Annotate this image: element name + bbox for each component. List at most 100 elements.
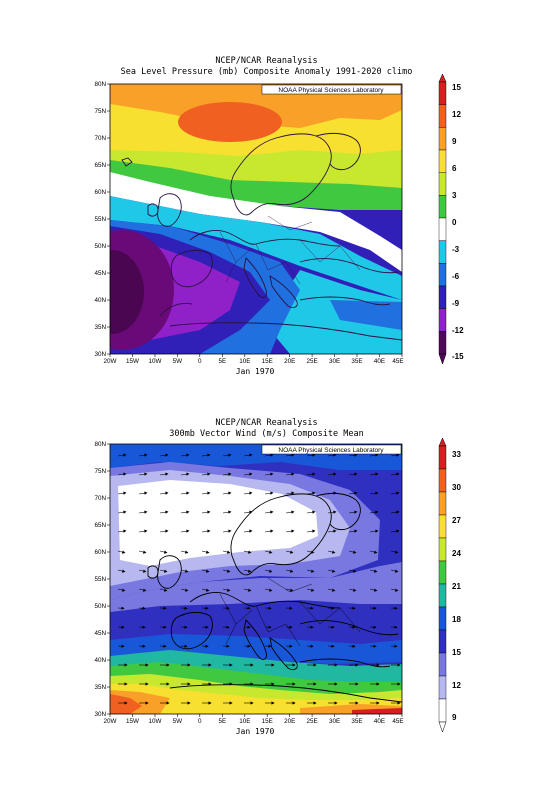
colorbar-label: -9: [452, 299, 460, 308]
wind-vector-head: [313, 701, 317, 705]
panel1-lat-label: 45N: [94, 270, 106, 277]
wind-vector-head: [247, 625, 251, 629]
colorbar-label: 15: [452, 648, 461, 657]
wind-vector-head: [250, 682, 254, 686]
wind-vector-head: [289, 644, 293, 648]
wind-vector-head: [333, 491, 337, 495]
panel1-lon-label: 10E: [239, 358, 250, 365]
wind-vector-head: [394, 550, 399, 554]
colorbar-label: 9: [452, 137, 457, 146]
colorbar-swatch: [438, 583, 447, 608]
wind-speed-map: [109, 443, 403, 715]
wind-vector-head: [291, 529, 295, 533]
wind-vector-head: [229, 682, 233, 686]
wind-vector-head: [165, 529, 169, 533]
wind-vector-head: [207, 453, 211, 457]
panel2-lat-label: 45N: [94, 630, 106, 637]
colorbar-swatch: [438, 606, 447, 631]
wind-vector-head: [205, 569, 210, 573]
panel1-lon-label: 5W: [173, 358, 183, 365]
wind-vector-head: [207, 472, 211, 476]
panel2-title-line2: 300mb Vector Wind (m/s) Composite Mean: [169, 429, 364, 439]
wind-vector-head: [312, 529, 316, 533]
wind-vector-head: [165, 510, 169, 514]
wind-vector-head: [331, 569, 336, 573]
wind-vector-head: [226, 588, 231, 592]
colorbar-swatch: [438, 172, 447, 196]
wind-vector-head: [145, 682, 149, 686]
wind-vector-head: [396, 453, 400, 457]
panel1-lon-label: 30E: [329, 358, 340, 365]
wind-vector-head: [352, 550, 357, 554]
panel1-lon-label: 0: [198, 358, 202, 365]
wind-vector-head: [394, 625, 398, 629]
wind-vector-head: [291, 491, 295, 495]
wind-vector-head: [376, 682, 380, 686]
wind-vector-head: [354, 472, 358, 476]
panel2-lat-label: 35N: [94, 684, 106, 691]
panel2-lon-label: 25E: [306, 718, 317, 725]
wind-vector-head: [373, 550, 378, 554]
panel1-lon-label: 20E: [284, 358, 295, 365]
colorbar-swatch: [438, 468, 447, 493]
wind-vector-head: [142, 606, 146, 610]
wind-vector-head: [333, 529, 337, 533]
colorbar-label: 9: [452, 713, 457, 722]
wind-vector-head: [310, 606, 314, 610]
colorbar-swatch: [438, 331, 447, 355]
wind-vector-head: [186, 472, 190, 476]
colorbar-swatch: [438, 195, 447, 219]
wind-vector-head: [394, 644, 398, 648]
panel2-lon-label: 20W: [104, 718, 117, 725]
panel1-lat-label: 55N: [94, 216, 106, 223]
wind-vector-head: [289, 625, 293, 629]
panel1-lat-label: 65N: [94, 162, 106, 169]
panel2-lon-label: 10E: [239, 718, 250, 725]
wind-vector-head: [352, 606, 356, 610]
wind-vector-head: [144, 472, 148, 476]
wind-vector-head: [247, 644, 251, 648]
wind-vector-head: [397, 682, 401, 686]
wind-vector-head: [375, 529, 379, 533]
wind-vector-head: [352, 569, 357, 573]
panel2-lon-label: 35E: [351, 718, 362, 725]
wind-vector-head: [354, 491, 358, 495]
wind-vector-head: [312, 472, 316, 476]
wind-vector-head: [229, 663, 233, 667]
wind-vector-head: [163, 644, 167, 648]
wind-vector-head: [291, 453, 295, 457]
wind-vector-head: [310, 625, 314, 629]
wind-vector-head: [375, 510, 379, 514]
wind-vector-head: [292, 663, 296, 667]
colorbar-label: 30: [452, 483, 461, 492]
wind-vector-head: [331, 625, 335, 629]
wind-vector-head: [187, 701, 191, 705]
wind-vector-head: [205, 588, 210, 592]
wind-vector-head: [249, 491, 253, 495]
wind-vector-head: [228, 491, 232, 495]
wind-vector-head: [121, 550, 126, 554]
wind-vector-head: [144, 510, 148, 514]
wind-vector-head: [123, 529, 127, 533]
wind-vector-head: [394, 606, 398, 610]
wind-vector-head: [289, 588, 294, 592]
wind-vector-head: [270, 453, 274, 457]
slp-anomaly-map: [109, 83, 403, 355]
colorbar-swatch: [438, 629, 447, 654]
wind-vector-head: [184, 625, 188, 629]
colorbar-label: -15: [452, 352, 464, 361]
wind-vector-head: [184, 588, 189, 592]
wind-vector-head: [271, 701, 275, 705]
wind-vector-head: [331, 606, 335, 610]
wind-vector-head: [226, 569, 231, 573]
wind-vector-head: [165, 453, 169, 457]
panel1-lon-label: 10W: [149, 358, 162, 365]
panel2-lon-label: 45E: [392, 718, 403, 725]
wind-vector-head: [375, 491, 379, 495]
wind-vector-head: [355, 701, 359, 705]
wind-vector-head: [268, 606, 272, 610]
panel2-lat-label: 80N: [94, 441, 106, 448]
wind-vector-head: [268, 625, 272, 629]
wind-vector-head: [310, 644, 314, 648]
